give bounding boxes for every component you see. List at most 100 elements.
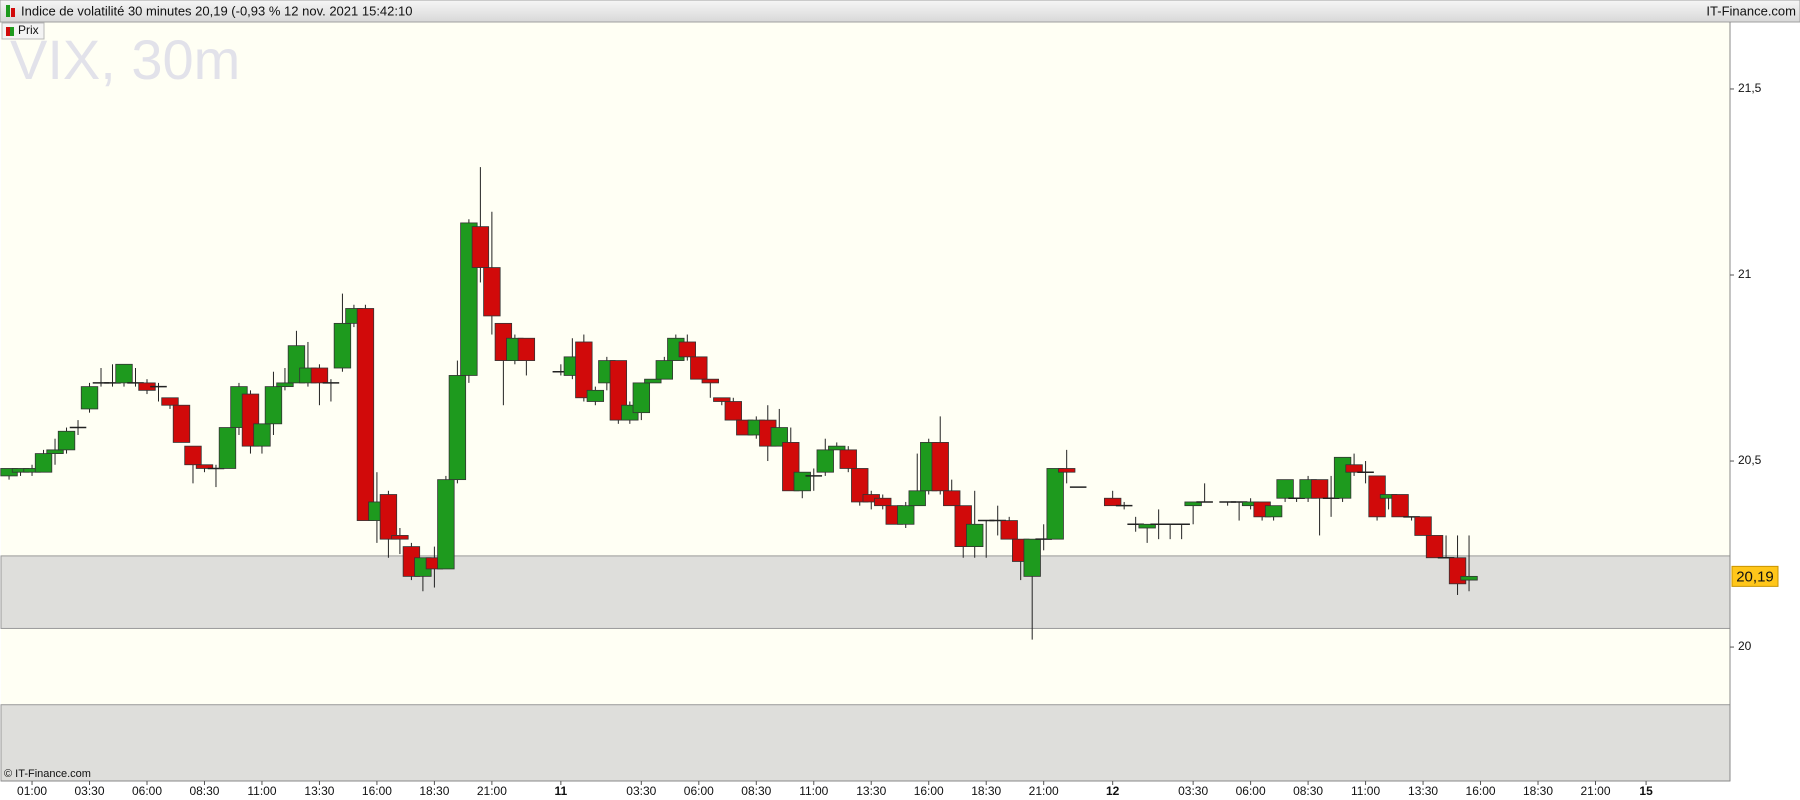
- x-tick-label: 11: [555, 784, 568, 798]
- candle-body: [575, 341, 593, 399]
- candle-body: [1046, 468, 1064, 540]
- candle-body: [770, 427, 788, 447]
- candle-body: [874, 497, 892, 507]
- band: [0, 704, 1731, 782]
- candle-body: [897, 505, 915, 525]
- x-tick-label: 16:00: [1466, 784, 1496, 798]
- candle-body: [908, 490, 926, 507]
- legend-label[interactable]: Prix: [18, 23, 39, 37]
- candle-body: [1414, 516, 1432, 536]
- x-tick-label: 13:30: [1408, 784, 1438, 798]
- candle-body: [632, 382, 651, 414]
- candle-body: [80, 386, 99, 410]
- candle-body: [678, 341, 696, 358]
- watermark: VIX, 30m: [10, 28, 240, 91]
- candle-body: [586, 389, 605, 402]
- candle-body: [483, 267, 501, 317]
- credit: © IT-Finance.com: [4, 768, 91, 780]
- candle-body: [1184, 501, 1202, 507]
- x-tick-label: 08:30: [189, 784, 219, 798]
- candle-body: [966, 523, 984, 548]
- candle-body: [471, 226, 490, 268]
- candle-body: [448, 375, 467, 481]
- candle-body: [379, 494, 398, 540]
- x-tick-label: 06:00: [132, 784, 162, 798]
- candle-body: [1103, 497, 1122, 507]
- x-tick-label: 12: [1106, 784, 1120, 798]
- x-tick-label: 06:00: [684, 784, 714, 798]
- x-tick-label: 06:00: [1236, 784, 1266, 798]
- candle-body: [517, 337, 536, 361]
- x-tick-label: 11:00: [247, 784, 276, 798]
- candle-body: [1000, 520, 1018, 540]
- y-tick-label: 20,5: [1738, 453, 1762, 467]
- y-tick-label: 21: [1738, 267, 1752, 281]
- candle-body: [195, 464, 214, 469]
- candle-body: [943, 490, 961, 507]
- candle-body: [34, 453, 53, 473]
- candle-body: [644, 378, 662, 384]
- x-tick-label: 03:30: [626, 784, 656, 798]
- candle-body: [276, 382, 294, 388]
- candle-body: [218, 427, 237, 469]
- x-tick-label: 16:00: [362, 784, 392, 798]
- x-tick-label: 13:30: [856, 784, 886, 798]
- band: [0, 555, 1731, 629]
- candle-body: [828, 445, 846, 451]
- candle-body: [310, 367, 329, 384]
- candle-body: [46, 449, 64, 454]
- candle-body: [1425, 535, 1444, 559]
- candle-body: [839, 449, 857, 469]
- x-tick-label: 18:30: [971, 784, 1001, 798]
- title-icon: [11, 8, 15, 17]
- x-tick-label: 21:00: [1029, 784, 1059, 798]
- x-tick-label: 15: [1639, 784, 1653, 798]
- x-tick-label: 11:00: [799, 784, 828, 798]
- candle-body: [253, 423, 271, 447]
- plot-area: [1, 22, 1730, 781]
- candle-body: [1333, 456, 1352, 499]
- candle-body: [57, 430, 76, 451]
- title: Indice de volatilité 30 minutes 20,19 (-…: [21, 3, 412, 18]
- source: IT-Finance.com: [1706, 3, 1796, 18]
- candle-body: [356, 308, 375, 521]
- y-tick-label: 21,5: [1738, 81, 1762, 95]
- y-tick-label: 20: [1738, 639, 1752, 653]
- title-bar: [0, 0, 1800, 23]
- candle-body: [184, 445, 202, 466]
- candle-body: [1138, 523, 1156, 529]
- legend-swatch: [10, 27, 14, 36]
- x-tick-label: 08:30: [1293, 784, 1323, 798]
- candle-body: [724, 401, 742, 421]
- x-tick-label: 03:30: [1178, 784, 1208, 798]
- candle-body: [391, 535, 409, 540]
- candle-body: [690, 356, 708, 380]
- last-price-label: 20,19: [1736, 568, 1774, 585]
- x-tick-label: 03:30: [75, 784, 105, 798]
- candle-body: [1264, 505, 1283, 518]
- candle-body: [437, 479, 455, 570]
- candle-body: [931, 442, 949, 492]
- candle-body: [816, 449, 834, 473]
- candle-body: [264, 386, 283, 425]
- candle-body: [655, 360, 673, 380]
- x-tick-label: 08:30: [741, 784, 771, 798]
- legend-swatch: [6, 27, 10, 36]
- candle-body: [333, 322, 352, 369]
- candle-body: [1460, 575, 1478, 581]
- x-tick-label: 13:30: [304, 784, 334, 798]
- x-tick-label: 11:00: [1351, 784, 1380, 798]
- candle-body: [1276, 479, 1294, 499]
- x-tick-label: 18:30: [419, 784, 449, 798]
- x-tick-label: 21:00: [1580, 784, 1610, 798]
- candle-body: [713, 397, 731, 402]
- last-price-box: [1731, 565, 1779, 587]
- candle-body: [161, 397, 179, 406]
- x-tick-label: 16:00: [914, 784, 944, 798]
- candle-body: [115, 363, 133, 384]
- candle-body: [172, 404, 191, 443]
- candle-body: [1391, 494, 1409, 518]
- x-tick-label: 21:00: [477, 784, 507, 798]
